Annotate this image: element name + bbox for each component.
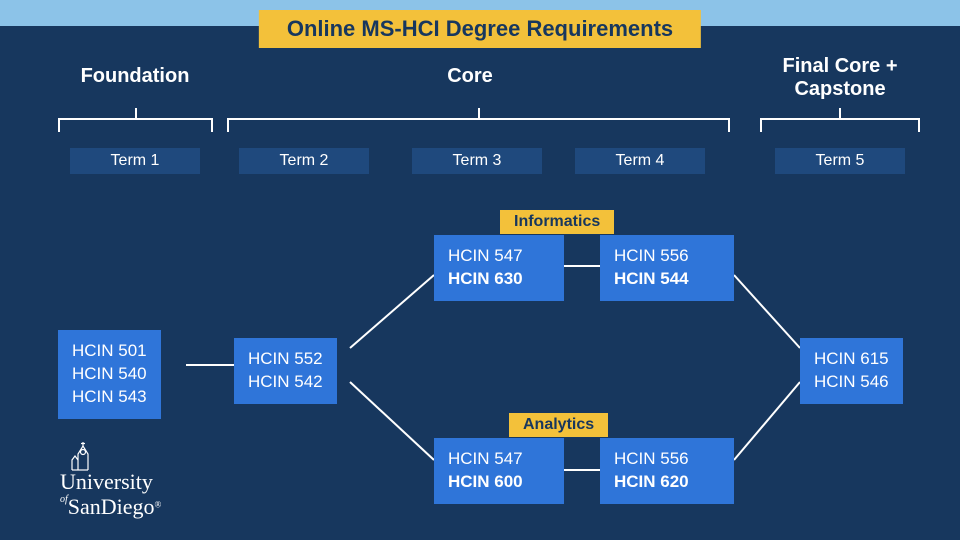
term2-course-box: HCIN 552 HCIN 542 [234, 338, 337, 404]
course: HCIN 556 [614, 448, 720, 471]
term1-course-box: HCIN 501 HCIN 540 HCIN 543 [58, 330, 161, 419]
analytics-term3-box: HCIN 547 HCIN 600 [434, 438, 564, 504]
term5-course-box: HCIN 615 HCIN 546 [800, 338, 903, 404]
logo-line2: SanDiego [68, 494, 155, 519]
course: HCIN 546 [814, 371, 889, 394]
bracket-final [760, 118, 920, 132]
informatics-badge: Informatics [500, 210, 614, 234]
informatics-term3-box: HCIN 547 HCIN 630 [434, 235, 564, 301]
usd-tower-icon [66, 440, 100, 474]
course: HCIN 501 [72, 340, 147, 363]
course: HCIN 544 [614, 268, 720, 291]
page-title: Online MS-HCI Degree Requirements [259, 10, 701, 48]
course: HCIN 552 [248, 348, 323, 371]
course: HCIN 540 [72, 363, 147, 386]
informatics-term4-box: HCIN 556 HCIN 544 [600, 235, 734, 301]
course: HCIN 543 [72, 386, 147, 409]
course: HCIN 556 [614, 245, 720, 268]
course: HCIN 600 [448, 471, 550, 494]
logo-of: of [60, 494, 68, 505]
course: HCIN 547 [448, 448, 550, 471]
section-final-label: Final Core + Capstone [770, 55, 910, 101]
bracket-foundation [58, 118, 213, 132]
analytics-term4-box: HCIN 556 HCIN 620 [600, 438, 734, 504]
term-2-box: Term 2 [239, 148, 369, 174]
bracket-core [227, 118, 730, 132]
term-3-box: Term 3 [412, 148, 542, 174]
course: HCIN 630 [448, 268, 550, 291]
section-core-label: Core [430, 65, 510, 88]
usd-logo: University ofSanDiego® [60, 472, 161, 520]
course: HCIN 620 [614, 471, 720, 494]
analytics-badge: Analytics [509, 413, 608, 437]
term-4-box: Term 4 [575, 148, 705, 174]
course: HCIN 542 [248, 371, 323, 394]
course: HCIN 615 [814, 348, 889, 371]
term-5-box: Term 5 [775, 148, 905, 174]
course: HCIN 547 [448, 245, 550, 268]
term-1-box: Term 1 [70, 148, 200, 174]
logo-reg: ® [155, 500, 162, 510]
section-foundation-label: Foundation [75, 65, 195, 88]
